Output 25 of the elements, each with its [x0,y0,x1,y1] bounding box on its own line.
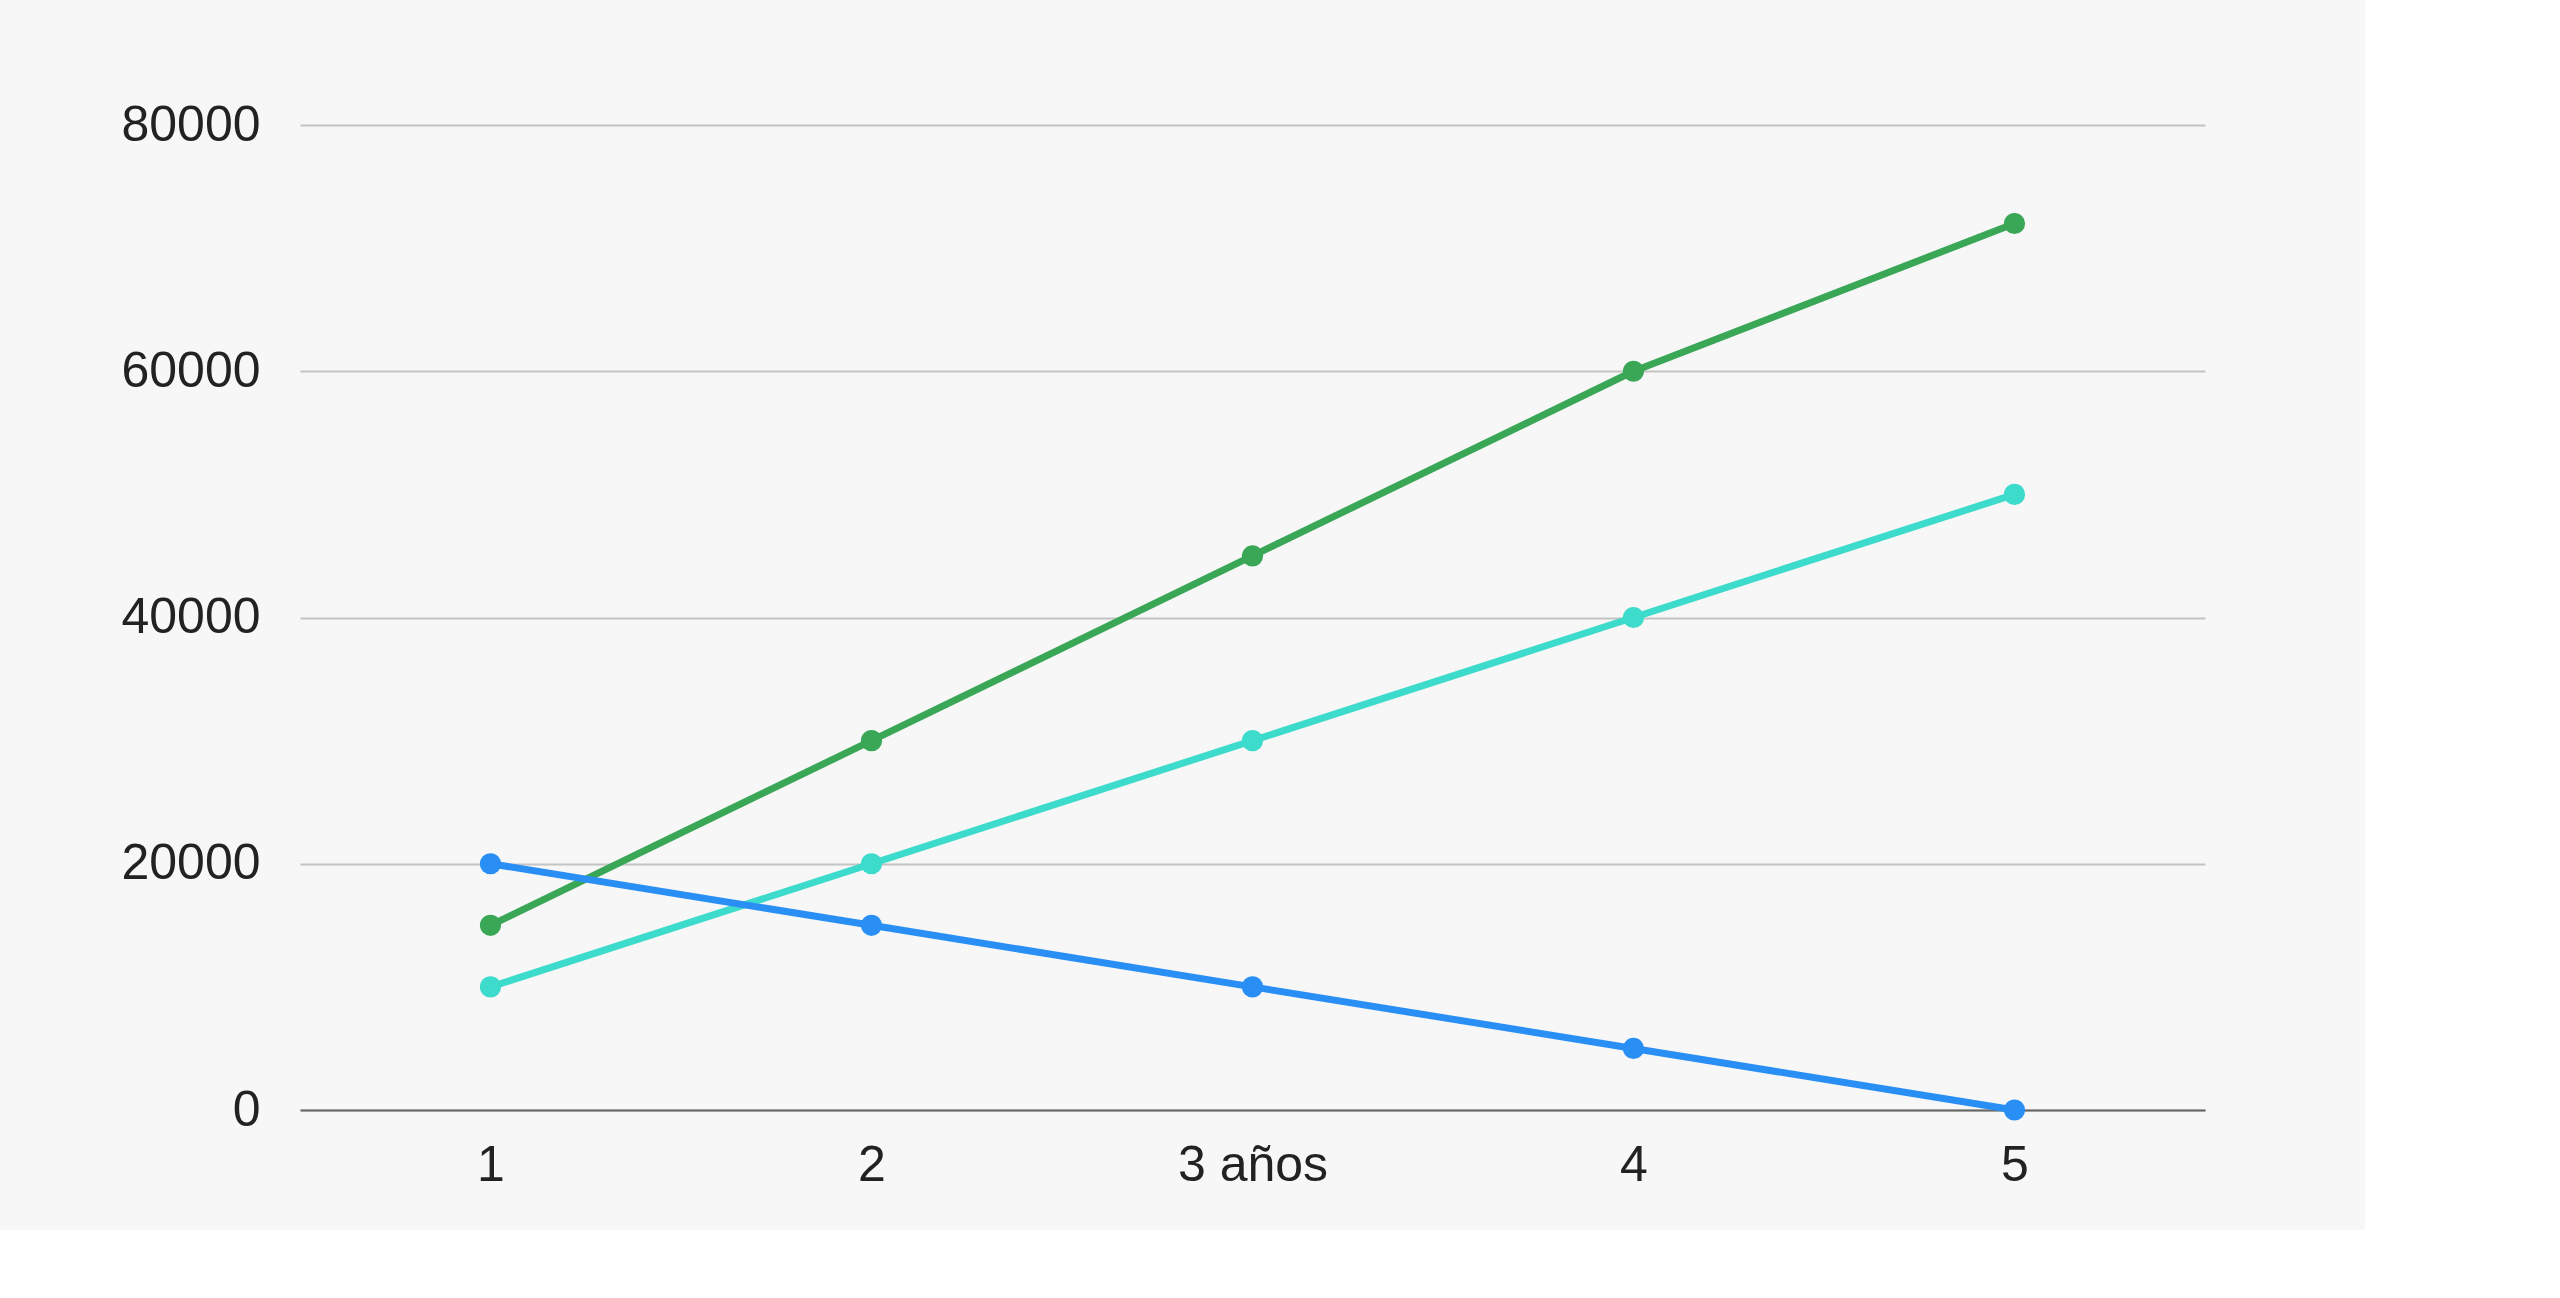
point [2003,212,2026,235]
point [2003,483,2026,505]
point [1622,606,1645,629]
point [1241,730,1264,752]
y-tick-label: 80000 [121,95,261,152]
point [860,914,883,936]
y-tick-label: 20000 [121,834,261,891]
x-tick-label: 4 [1620,1135,1648,1192]
point [479,914,502,936]
point [860,853,883,875]
point [860,730,883,752]
point [1241,545,1264,567]
point [479,853,502,875]
y-tick-label: 0 [232,1080,261,1137]
x-tick-label: 2 [858,1135,886,1192]
y-tick-label: 40000 [121,588,261,644]
point [1622,360,1645,382]
x-tick-label: 5 [2001,1135,2029,1192]
point [2003,1099,2026,1121]
y-tick-label: 60000 [121,341,261,398]
point [479,976,502,998]
x-tick-label: 3 años [1177,1135,1329,1192]
x-tick-label: 1 [477,1135,505,1192]
point [1622,1037,1645,1060]
point [1241,976,1264,998]
